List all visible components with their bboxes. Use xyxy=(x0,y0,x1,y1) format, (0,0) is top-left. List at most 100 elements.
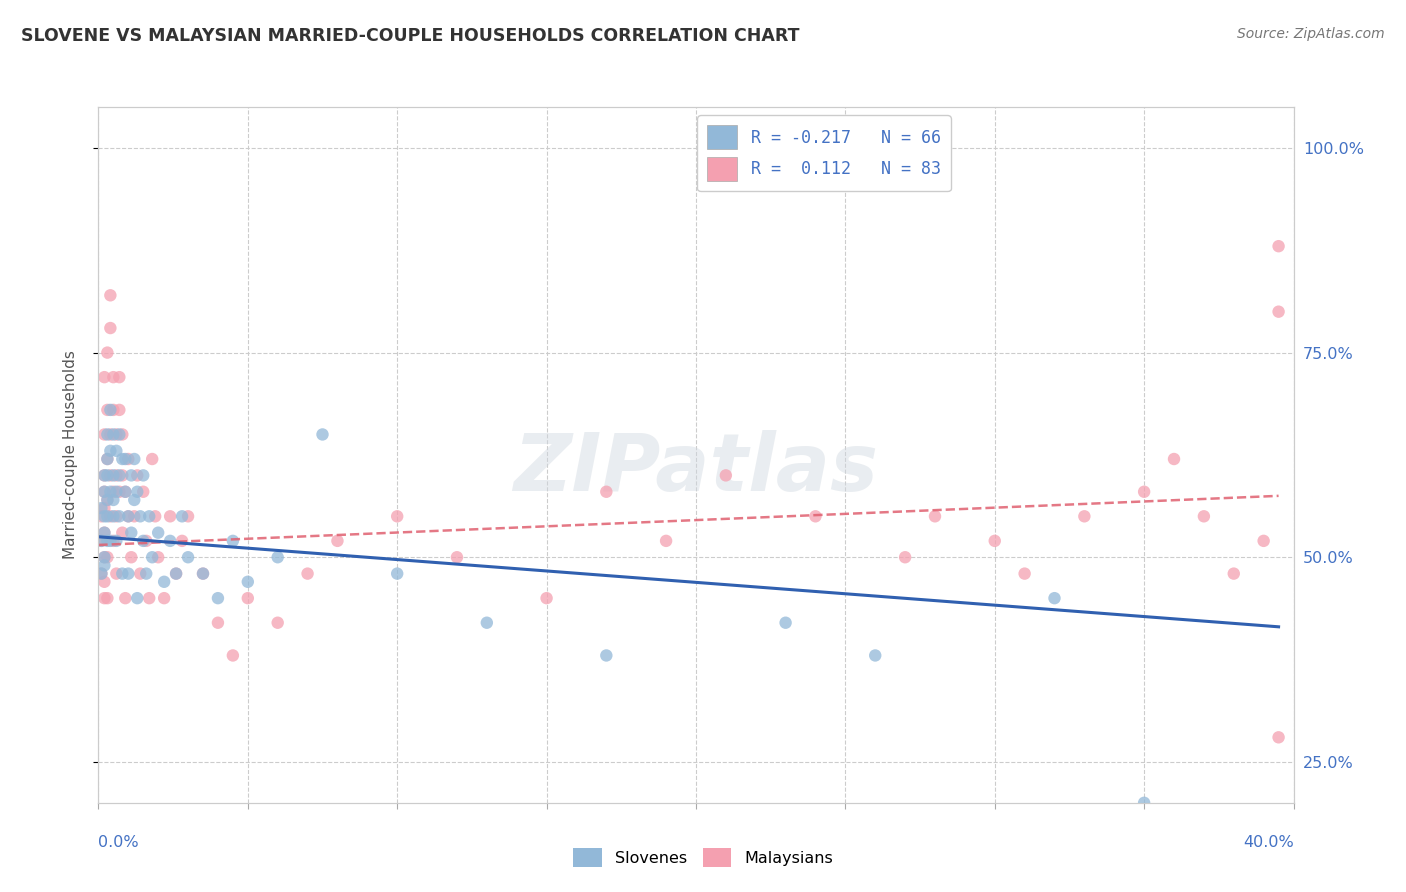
Point xyxy=(236,574,259,589)
Point xyxy=(114,452,136,467)
Point xyxy=(141,550,163,565)
Point xyxy=(114,591,136,606)
Point xyxy=(924,509,946,524)
Point xyxy=(100,533,122,548)
Point xyxy=(93,525,115,540)
Point xyxy=(105,484,128,499)
Point xyxy=(96,509,118,524)
Point xyxy=(120,468,142,483)
Point xyxy=(1073,509,1095,524)
Point xyxy=(138,509,160,524)
Point xyxy=(236,591,259,606)
Point xyxy=(105,443,128,458)
Point xyxy=(117,509,139,524)
Point xyxy=(127,468,149,483)
Point xyxy=(111,427,134,442)
Point xyxy=(172,509,194,524)
Point xyxy=(655,533,678,548)
Point xyxy=(141,452,163,467)
Point xyxy=(90,566,112,581)
Point xyxy=(1163,452,1185,467)
Point xyxy=(96,533,118,548)
Point xyxy=(93,501,115,516)
Point xyxy=(117,509,139,524)
Point xyxy=(90,566,112,581)
Point xyxy=(96,452,118,467)
Point xyxy=(93,468,115,483)
Point xyxy=(96,345,118,359)
Point xyxy=(153,591,176,606)
Point xyxy=(105,566,128,581)
Point xyxy=(105,427,128,442)
Point xyxy=(1267,304,1289,318)
Point xyxy=(90,509,112,524)
Legend: R = -0.217   N = 66, R =  0.112   N = 83: R = -0.217 N = 66, R = 0.112 N = 83 xyxy=(697,115,950,191)
Point xyxy=(1267,731,1289,745)
Point xyxy=(93,525,115,540)
Point xyxy=(90,533,112,548)
Point xyxy=(105,533,128,548)
Point xyxy=(984,533,1007,548)
Point xyxy=(96,492,118,507)
Point xyxy=(385,566,409,581)
Point xyxy=(124,452,146,467)
Point xyxy=(177,509,200,524)
Point xyxy=(100,427,122,442)
Point xyxy=(103,484,125,499)
Point xyxy=(96,468,118,483)
Y-axis label: Married-couple Households: Married-couple Households xyxy=(63,351,77,559)
Point xyxy=(775,615,797,630)
Text: SLOVENE VS MALAYSIAN MARRIED-COUPLE HOUSEHOLDS CORRELATION CHART: SLOVENE VS MALAYSIAN MARRIED-COUPLE HOUS… xyxy=(21,27,800,45)
Point xyxy=(267,550,290,565)
Point xyxy=(111,525,134,540)
Point xyxy=(120,525,142,540)
Point xyxy=(165,566,187,581)
Point xyxy=(865,648,887,663)
Point xyxy=(135,533,157,548)
Point xyxy=(96,492,118,507)
Point xyxy=(108,468,131,483)
Point xyxy=(111,452,134,467)
Point xyxy=(100,321,122,335)
Point xyxy=(93,484,115,499)
Point xyxy=(96,591,118,606)
Point xyxy=(108,484,131,499)
Point xyxy=(103,509,125,524)
Point xyxy=(446,550,468,565)
Point xyxy=(222,648,245,663)
Point xyxy=(100,509,122,524)
Point xyxy=(326,533,349,548)
Point xyxy=(714,468,737,483)
Point xyxy=(103,468,125,483)
Point xyxy=(103,370,125,384)
Point xyxy=(93,550,115,565)
Point xyxy=(103,533,125,548)
Point xyxy=(124,509,146,524)
Point xyxy=(108,427,131,442)
Point xyxy=(595,484,617,499)
Point xyxy=(120,550,142,565)
Point xyxy=(93,427,115,442)
Point xyxy=(165,566,187,581)
Point xyxy=(536,591,558,606)
Point xyxy=(93,574,115,589)
Legend: Slovenes, Malaysians: Slovenes, Malaysians xyxy=(565,839,841,875)
Point xyxy=(385,509,409,524)
Point xyxy=(1267,239,1289,253)
Point xyxy=(93,468,115,483)
Point xyxy=(148,525,170,540)
Point xyxy=(129,509,152,524)
Point xyxy=(132,533,155,548)
Point xyxy=(114,484,136,499)
Point xyxy=(96,452,118,467)
Point xyxy=(103,492,125,507)
Point xyxy=(117,452,139,467)
Point xyxy=(111,566,134,581)
Point xyxy=(105,509,128,524)
Point xyxy=(100,443,122,458)
Point xyxy=(105,468,128,483)
Point xyxy=(100,403,122,417)
Point xyxy=(267,615,290,630)
Point xyxy=(111,468,134,483)
Point xyxy=(100,484,122,499)
